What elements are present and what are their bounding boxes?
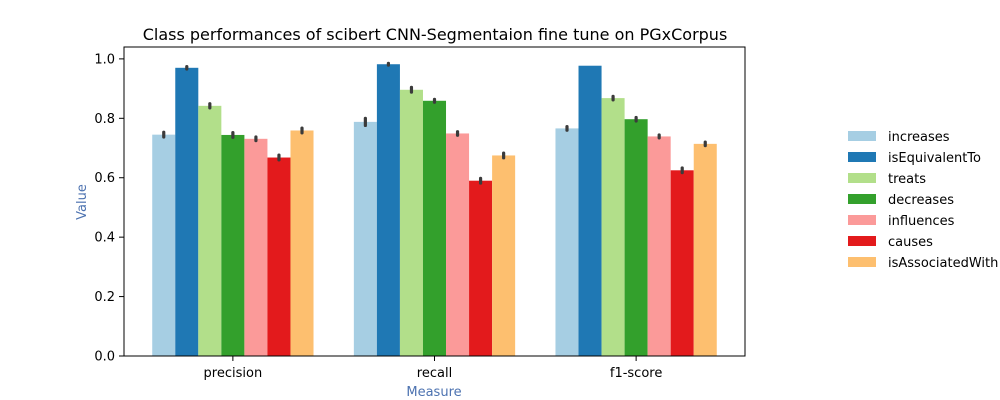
bar-decreases-recall bbox=[422, 100, 447, 356]
legend-swatch-decreases bbox=[848, 194, 876, 204]
bar-isAssociatedWith-precision bbox=[290, 130, 314, 356]
bar-causes-recall bbox=[469, 180, 493, 356]
bar-isAssociatedWith-recall bbox=[492, 155, 516, 356]
bar-decreases-f1-score bbox=[624, 119, 648, 356]
legend-label-decreases: decreases bbox=[888, 193, 954, 208]
bar-causes-precision bbox=[267, 157, 291, 356]
x-tick-label: precision bbox=[204, 366, 263, 381]
bar-isEquivalentTo-precision bbox=[175, 67, 199, 357]
y-tick-label: 1.0 bbox=[94, 52, 115, 67]
bar-influences-recall bbox=[446, 133, 470, 356]
legend-label-treats: treats bbox=[888, 172, 926, 187]
bar-increases-recall bbox=[353, 121, 377, 357]
y-axis: 0.0 0.2 0.4 0.6 0.8 1.0 bbox=[94, 52, 124, 365]
bar-treats-f1-score bbox=[601, 98, 625, 356]
y-tick-label: 0.4 bbox=[94, 231, 115, 246]
bars-group bbox=[152, 64, 717, 357]
legend-label-isAssociatedWith: isAssociatedWith bbox=[888, 256, 998, 271]
legend: increases isEquivalentTo treats decreases in… bbox=[848, 130, 998, 271]
y-tick-label: 0.6 bbox=[94, 171, 115, 186]
x-tick-label: recall bbox=[417, 366, 452, 381]
x-tick-label: f1-score bbox=[610, 366, 662, 381]
x-axis-label: Measure bbox=[406, 385, 461, 400]
y-tick-label: 0.2 bbox=[94, 290, 115, 305]
bar-treats-precision bbox=[198, 105, 222, 356]
legend-label-causes: causes bbox=[888, 235, 933, 250]
x-axis: precision recall f1-score bbox=[204, 356, 662, 381]
legend-swatch-treats bbox=[848, 173, 876, 183]
bar-increases-precision bbox=[152, 134, 176, 356]
legend-swatch-isEquivalentTo bbox=[848, 152, 876, 162]
bar-influences-f1-score bbox=[647, 136, 671, 356]
bar-isEquivalentTo-f1-score bbox=[578, 65, 602, 356]
legend-label-influences: influences bbox=[888, 214, 955, 229]
chart-title: Class performances of scibert CNN-Segmen… bbox=[143, 25, 728, 44]
bar-increases-f1-score bbox=[555, 128, 579, 356]
bar-isEquivalentTo-recall bbox=[376, 64, 400, 356]
legend-swatch-influences bbox=[848, 215, 876, 225]
y-axis-label: Value bbox=[75, 184, 90, 220]
y-tick-label: 0.0 bbox=[94, 350, 115, 365]
bar-treats-recall bbox=[399, 89, 423, 356]
legend-label-increases: increases bbox=[888, 130, 950, 145]
legend-swatch-causes bbox=[848, 236, 876, 246]
errorbars-group bbox=[162, 61, 707, 185]
bar-influences-precision bbox=[244, 138, 268, 356]
bar-decreases-precision bbox=[221, 134, 245, 356]
y-tick-label: 0.8 bbox=[94, 112, 115, 127]
legend-swatch-increases bbox=[848, 131, 876, 141]
bar-isAssociatedWith-f1-score bbox=[693, 143, 717, 356]
bar-causes-f1-score bbox=[670, 170, 694, 356]
legend-swatch-isAssociatedWith bbox=[848, 257, 876, 267]
legend-label-isEquivalentTo: isEquivalentTo bbox=[888, 151, 981, 166]
